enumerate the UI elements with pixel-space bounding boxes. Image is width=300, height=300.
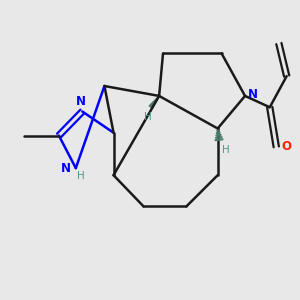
Text: H: H — [144, 112, 152, 122]
Polygon shape — [149, 96, 159, 108]
Text: H: H — [77, 171, 85, 182]
Text: H: H — [222, 145, 230, 155]
Text: O: O — [282, 140, 292, 153]
Text: N: N — [76, 95, 86, 108]
Text: N: N — [61, 162, 70, 175]
Text: N: N — [248, 88, 258, 101]
